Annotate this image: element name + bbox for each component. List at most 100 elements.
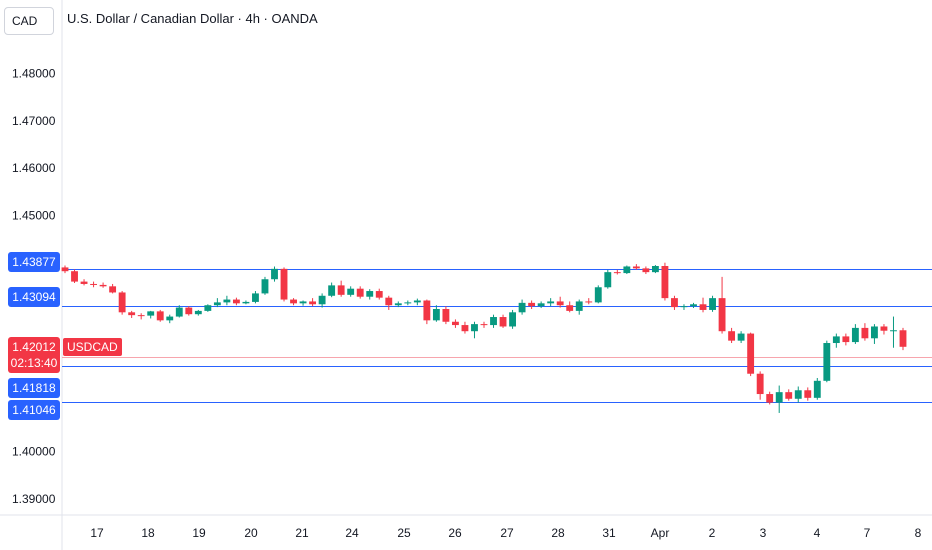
candle-down xyxy=(528,302,536,307)
candle-down xyxy=(156,311,164,321)
candle-up xyxy=(318,295,326,305)
candle-up xyxy=(709,298,716,310)
candle-down xyxy=(728,331,736,341)
x-tick-label: 24 xyxy=(345,526,359,540)
candle-down xyxy=(375,291,383,298)
x-tick-label: 3 xyxy=(760,526,767,540)
candle-down xyxy=(280,268,288,300)
candle-down xyxy=(556,301,564,306)
candle-up xyxy=(518,302,526,313)
candle-down xyxy=(232,299,240,304)
y-tick-label: 1.39000 xyxy=(12,492,56,506)
candle-up xyxy=(366,291,374,297)
candle-down xyxy=(642,268,650,273)
candle-down xyxy=(718,298,726,332)
x-tick-label: 8 xyxy=(915,526,922,540)
candle-up xyxy=(509,312,516,327)
candle-down xyxy=(632,266,640,269)
candle-down xyxy=(756,373,764,395)
candle-up xyxy=(604,272,612,288)
x-tick-label: 2 xyxy=(709,526,716,540)
candle-up xyxy=(432,309,440,321)
candle-down xyxy=(566,305,574,311)
x-tick-label: 21 xyxy=(295,526,309,540)
candle-down xyxy=(785,392,793,399)
price-line-label[interactable]: 1.41046 xyxy=(8,400,60,420)
x-tick-label: Apr xyxy=(651,526,670,540)
x-tick-label: 26 xyxy=(448,526,462,540)
candle-down xyxy=(290,299,297,304)
y-tick-label: 1.40000 xyxy=(12,445,56,459)
candle-up xyxy=(261,279,269,294)
candle-down xyxy=(442,309,450,322)
current-price-value: 1.42012 xyxy=(12,340,56,354)
x-tick-label: 17 xyxy=(90,526,104,540)
candle-up xyxy=(851,327,859,343)
candle-down xyxy=(842,336,850,343)
x-tick-label: 28 xyxy=(551,526,565,540)
bar-countdown: 02:13:40 xyxy=(10,356,58,370)
candle-up xyxy=(204,305,212,311)
x-tick-label: 20 xyxy=(244,526,258,540)
candle-down xyxy=(480,324,488,326)
candle-down xyxy=(385,297,393,306)
candle-down xyxy=(61,267,69,272)
price-line-label[interactable]: 1.41818 xyxy=(8,378,60,398)
candle-down xyxy=(661,266,669,299)
candle-up xyxy=(471,324,478,332)
candle-up xyxy=(690,304,697,307)
candle-up xyxy=(594,287,602,303)
candle-up xyxy=(413,300,421,303)
chart-title: U.S. Dollar / Canadian Dollar · 4h · OAN… xyxy=(67,11,318,26)
candle-down xyxy=(309,301,317,305)
candle-down xyxy=(499,317,507,327)
candle-up xyxy=(537,303,545,307)
candle-down xyxy=(804,390,812,398)
candle-down xyxy=(861,327,869,339)
price-line-label[interactable]: 1.43094 xyxy=(8,287,60,307)
candle-up xyxy=(194,310,202,315)
candle-up xyxy=(242,301,250,304)
x-tick-label: 18 xyxy=(141,526,155,540)
price-line-label[interactable]: 1.43877 xyxy=(8,252,60,272)
currency-label: CAD xyxy=(12,14,38,28)
candle-up xyxy=(328,285,336,296)
candle-up xyxy=(737,333,745,341)
candle-down xyxy=(423,300,431,321)
candle-up xyxy=(175,307,183,317)
y-tick-label: 1.46000 xyxy=(12,161,56,175)
candle-up xyxy=(575,301,583,311)
candle-down xyxy=(71,271,78,282)
candle-down xyxy=(880,326,888,331)
candle-down xyxy=(137,315,145,317)
candle-down xyxy=(118,292,126,313)
candle-up xyxy=(213,302,221,306)
x-tick-label: 19 xyxy=(192,526,206,540)
candle-down xyxy=(356,288,364,297)
x-axis-ticks: 17 18 19 20 21 24 25 26 27 28 31 Apr 2 3 4 7 8 xyxy=(90,526,921,540)
y-tick-label: 1.45000 xyxy=(12,208,56,222)
candle-down xyxy=(337,285,345,295)
x-tick-label: 27 xyxy=(500,526,514,540)
candle-up xyxy=(890,330,897,332)
candle-down xyxy=(747,333,755,374)
candle-down xyxy=(128,312,136,316)
candle-up xyxy=(347,288,355,295)
x-tick-label: 31 xyxy=(602,526,616,540)
candle-up xyxy=(623,266,631,274)
candle-up xyxy=(166,316,174,321)
y-tick-label: 1.48000 xyxy=(12,67,56,81)
x-tick-label: 25 xyxy=(397,526,411,540)
candle-up xyxy=(794,390,802,399)
candle-up xyxy=(775,392,783,403)
candle-up xyxy=(404,302,412,304)
currency-selector[interactable]: CAD xyxy=(4,7,54,35)
candle-up xyxy=(147,311,155,316)
y-axis-ticks: 1.48000 1.47000 1.46000 1.45000 1.40000 1.390… xyxy=(12,67,56,506)
candle-down xyxy=(185,307,193,315)
candles xyxy=(61,262,907,413)
horizontal-lines xyxy=(62,269,932,403)
candle-up xyxy=(813,380,821,398)
